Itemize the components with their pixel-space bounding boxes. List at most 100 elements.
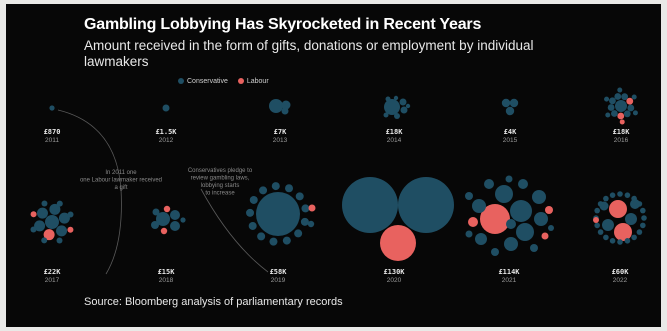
bubble-2022: [614, 223, 632, 241]
bubble-2018: [151, 221, 159, 229]
year-label-2016: 2016: [614, 137, 629, 144]
bubble-2019: [282, 236, 291, 245]
annotation-a2011-line: a gift: [114, 185, 127, 191]
amount-label-2013: £7K: [274, 128, 287, 136]
bubble-2013: [281, 100, 291, 110]
bubble-2014: [399, 98, 407, 106]
bubble-2019: [295, 192, 304, 201]
amount-label-2011: £870: [44, 128, 61, 136]
bubble-2014: [405, 103, 411, 109]
bubble-2018: [156, 212, 170, 226]
bubble-2017: [56, 225, 68, 237]
bubble-2021: [504, 237, 518, 251]
chart-card: Gambling Lobbying Has Skyrocketed in Rec…: [6, 4, 661, 327]
amount-label-2014: £18K: [386, 128, 404, 136]
bubble-2013: [281, 107, 289, 115]
bubble-2016: [609, 97, 616, 105]
bubble-2019: [249, 195, 258, 204]
bubble-2022: [594, 222, 600, 229]
bubble-2022: [636, 229, 643, 235]
bubble-2022: [597, 229, 604, 235]
bubble-2020: [342, 177, 398, 233]
bubble-2016: [619, 119, 625, 125]
bubble-2019: [308, 204, 316, 212]
bubble-2018: [180, 217, 186, 223]
amount-label-2012: £1.5K: [155, 128, 177, 136]
legend-swatch-conservative: [178, 78, 184, 84]
bubble-2016: [631, 94, 637, 100]
bubble-2017: [67, 211, 74, 218]
year-label-2018: 2018: [159, 277, 174, 284]
bubble-2017: [49, 203, 61, 215]
bubble-2021: [534, 212, 548, 226]
bubble-2021: [548, 225, 554, 231]
bubble-2020: [398, 177, 454, 233]
year-label-2012: 2012: [159, 137, 174, 144]
bubble-2017: [36, 207, 48, 219]
bubble-2021: [506, 219, 516, 229]
annotation-a2019-line: to increase: [205, 191, 235, 197]
bubble-2022: [624, 238, 631, 244]
bubble-2021: [468, 217, 478, 227]
legend: Conservative Labour: [178, 76, 275, 86]
amount-label-2015: £4K: [504, 128, 517, 136]
bubble-2019: [300, 217, 309, 226]
bubble-2019: [294, 229, 303, 238]
year-label-2014: 2014: [387, 137, 402, 144]
amount-label-2016: £18K: [613, 128, 631, 136]
bubble-2021: [541, 232, 549, 240]
bubble-2011: [49, 105, 55, 111]
bubble-2022: [603, 234, 609, 241]
bubble-2017: [34, 220, 46, 232]
bubble-2022: [609, 238, 616, 244]
bubble-2014: [400, 106, 408, 114]
bubble-2017: [67, 226, 74, 233]
bubble-2016: [627, 104, 635, 112]
annotations-layer: In 2011 one one Labour lawmaker receiveda…: [57, 109, 269, 275]
year-label-2019: 2019: [271, 277, 286, 284]
year-label-2020: 2020: [387, 277, 402, 284]
bubble-2021: [510, 200, 532, 222]
bubble-2021: [472, 199, 486, 213]
bubble-2012: [162, 104, 170, 112]
chart-subtitle: Amount received in the form of gifts, do…: [84, 38, 534, 69]
bubbles-layer: [30, 87, 647, 261]
annotation-a2011-line: one Labour lawmaker received: [80, 178, 162, 184]
bubble-2015: [501, 98, 511, 108]
annotation-a2011-line: In 2011 one: [105, 170, 137, 176]
legend-label-conservative: Conservative: [187, 77, 228, 85]
bubble-2022: [597, 201, 604, 207]
bubble-2022: [625, 213, 637, 225]
annotation-a2019-line: lobbying starts: [201, 183, 240, 189]
bubble-2016: [632, 110, 638, 116]
bubble-2016: [615, 100, 627, 112]
chart-title: Gambling Lobbying Has Skyrocketed in Rec…: [84, 16, 482, 33]
bubble-2014: [383, 112, 389, 118]
legend-label-labour: Labour: [246, 77, 269, 85]
bubble-2018: [170, 221, 180, 231]
bubble-2021: [465, 230, 473, 238]
bubble-2017: [56, 237, 63, 244]
amount-label-2017: £22K: [44, 268, 62, 276]
bubble-2018: [160, 227, 168, 235]
bubble-2014: [394, 113, 400, 119]
bubble-2022: [617, 191, 623, 197]
year-label-2015: 2015: [503, 137, 518, 144]
bubble-2018: [170, 210, 180, 220]
annotation-arc-2019: [200, 188, 269, 273]
bubble-2021: [532, 190, 546, 204]
bubble-2013: [269, 99, 283, 113]
bubble-2022: [609, 200, 627, 218]
bubble-2022: [640, 207, 646, 214]
year-label-2021: 2021: [502, 277, 517, 284]
bubble-2016: [604, 96, 610, 102]
bubble-2022: [603, 195, 609, 202]
annotation-a2019-line: review gambling laws,: [191, 176, 250, 182]
bubble-2022: [640, 222, 646, 229]
bubble-2018: [163, 205, 171, 213]
amount-label-2021: £114K: [498, 268, 520, 276]
annotation-arc-2011: [57, 109, 122, 275]
bubble-2014: [393, 95, 399, 101]
bubble-2019: [259, 186, 268, 195]
bubble-2022: [593, 217, 599, 223]
